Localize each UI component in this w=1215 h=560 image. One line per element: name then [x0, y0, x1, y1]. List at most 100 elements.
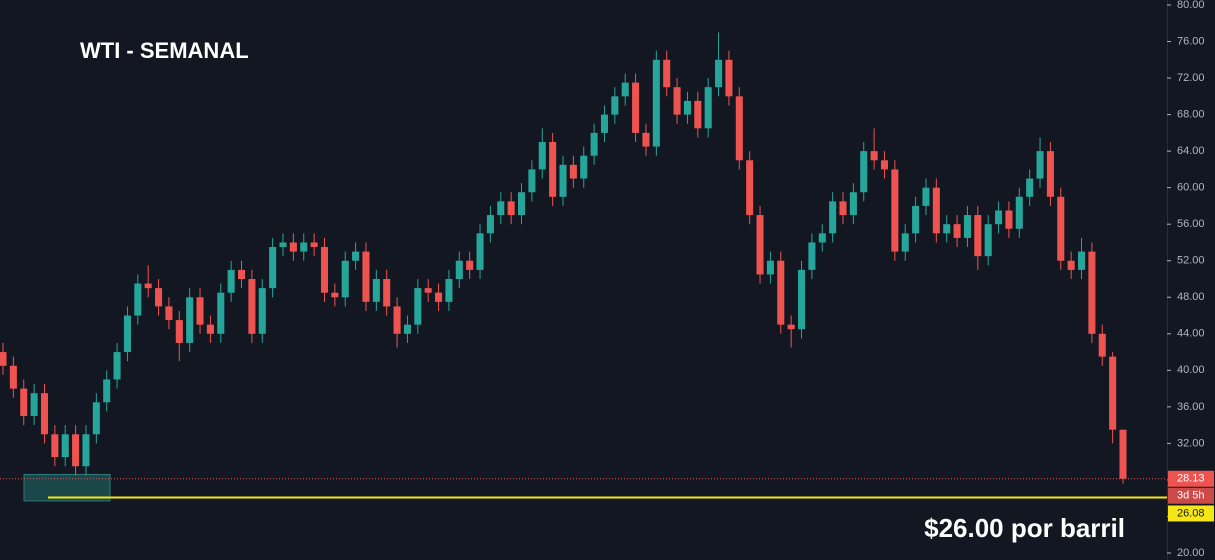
candle-body — [435, 292, 443, 302]
candle-body — [787, 324, 795, 330]
candle-body — [611, 96, 619, 115]
candle-body — [839, 201, 847, 216]
y-tick-label: 44.00 — [1177, 328, 1205, 340]
candle-body — [922, 187, 930, 206]
candle-body — [51, 434, 59, 458]
candle-body — [704, 87, 712, 129]
candle-body — [538, 142, 546, 170]
candle-body — [372, 279, 380, 302]
last-price-label: 28.13 — [1177, 473, 1205, 485]
candle-body — [258, 288, 266, 334]
last-price-tag — [1168, 470, 1214, 487]
candle-body — [393, 306, 401, 334]
candle-body — [943, 224, 951, 234]
candle-body — [279, 242, 287, 248]
candle-body — [227, 269, 235, 293]
candle-body — [590, 132, 598, 156]
candle-body — [663, 59, 671, 88]
candle-body — [1119, 429, 1127, 479]
candle-body — [103, 379, 111, 403]
candle-body — [155, 288, 163, 307]
candle-body — [1077, 251, 1086, 270]
candle-body — [932, 187, 940, 234]
level-tag — [1168, 505, 1214, 522]
candle-body — [580, 155, 588, 179]
candle-body — [134, 283, 142, 316]
candle-body — [92, 402, 100, 435]
candle-body — [808, 242, 816, 270]
candle-body — [331, 292, 339, 298]
candle-body — [20, 388, 28, 416]
y-tick-label: 32.00 — [1177, 437, 1205, 449]
candle-body — [186, 297, 194, 343]
chart-title: WTI - SEMANAL — [80, 38, 249, 63]
y-tick-label: 20.00 — [1177, 547, 1205, 559]
candle-body — [383, 279, 391, 307]
candle-body — [829, 201, 837, 234]
candle-body — [880, 160, 889, 170]
candle-body — [1046, 151, 1054, 197]
candle-body — [995, 210, 1003, 225]
candle-body — [1026, 178, 1034, 197]
candle-body — [673, 87, 681, 115]
y-tick-label: 76.00 — [1177, 35, 1205, 47]
candle-body — [652, 59, 660, 147]
candle-body — [559, 164, 567, 197]
annotation: $26.00 por barril — [924, 513, 1125, 543]
candle-body — [766, 260, 774, 275]
candle-body — [891, 169, 899, 252]
candle-body — [1015, 196, 1023, 229]
y-tick-label: 72.00 — [1177, 72, 1205, 84]
candle-body — [320, 247, 329, 293]
candle-body — [113, 352, 121, 380]
candle-body — [466, 260, 474, 270]
candle-body — [735, 96, 743, 161]
candle-body — [1098, 333, 1106, 357]
y-tick-label: 40.00 — [1177, 364, 1205, 376]
y-tick-label: 68.00 — [1177, 109, 1205, 121]
candle-body — [507, 201, 515, 216]
candle-body — [901, 233, 909, 252]
candle-body — [974, 215, 982, 257]
level-label: 26.08 — [1177, 507, 1205, 519]
candle-body — [40, 393, 49, 435]
candle-body — [82, 434, 90, 467]
candle-body — [362, 251, 370, 302]
candle-body — [683, 100, 691, 115]
candle-body — [984, 224, 992, 257]
candle-body — [196, 297, 204, 325]
candle-body — [175, 320, 183, 343]
candle-body — [746, 160, 754, 216]
candle-body — [248, 279, 256, 334]
countdown-label: 3d 5h — [1177, 490, 1205, 502]
y-tick-label: 36.00 — [1177, 401, 1205, 413]
candle-body — [424, 288, 432, 293]
candle-body — [352, 251, 360, 261]
candle-body — [310, 242, 318, 248]
candle-body — [725, 59, 733, 97]
candle-body — [963, 215, 971, 238]
y-tick-label: 56.00 — [1177, 218, 1205, 230]
candle-body — [517, 192, 526, 216]
candle-body — [269, 247, 277, 289]
candle-body — [300, 242, 308, 252]
candle-body — [797, 269, 806, 330]
candle-body — [486, 215, 494, 234]
candle-body — [61, 434, 69, 458]
candle-body — [777, 260, 785, 325]
candle-body — [953, 224, 961, 238]
candle-body — [414, 288, 422, 325]
candle-body — [144, 283, 152, 289]
y-tick-label: 48.00 — [1177, 291, 1205, 303]
candle-body — [818, 233, 826, 243]
candle-body — [912, 205, 920, 234]
candle-body — [600, 114, 609, 133]
candle-body — [1036, 151, 1044, 179]
candle-body — [632, 82, 640, 133]
candle-body — [715, 59, 723, 88]
candle-body — [72, 434, 80, 467]
candle-body — [9, 365, 17, 389]
y-tick-label: 52.00 — [1177, 255, 1205, 267]
